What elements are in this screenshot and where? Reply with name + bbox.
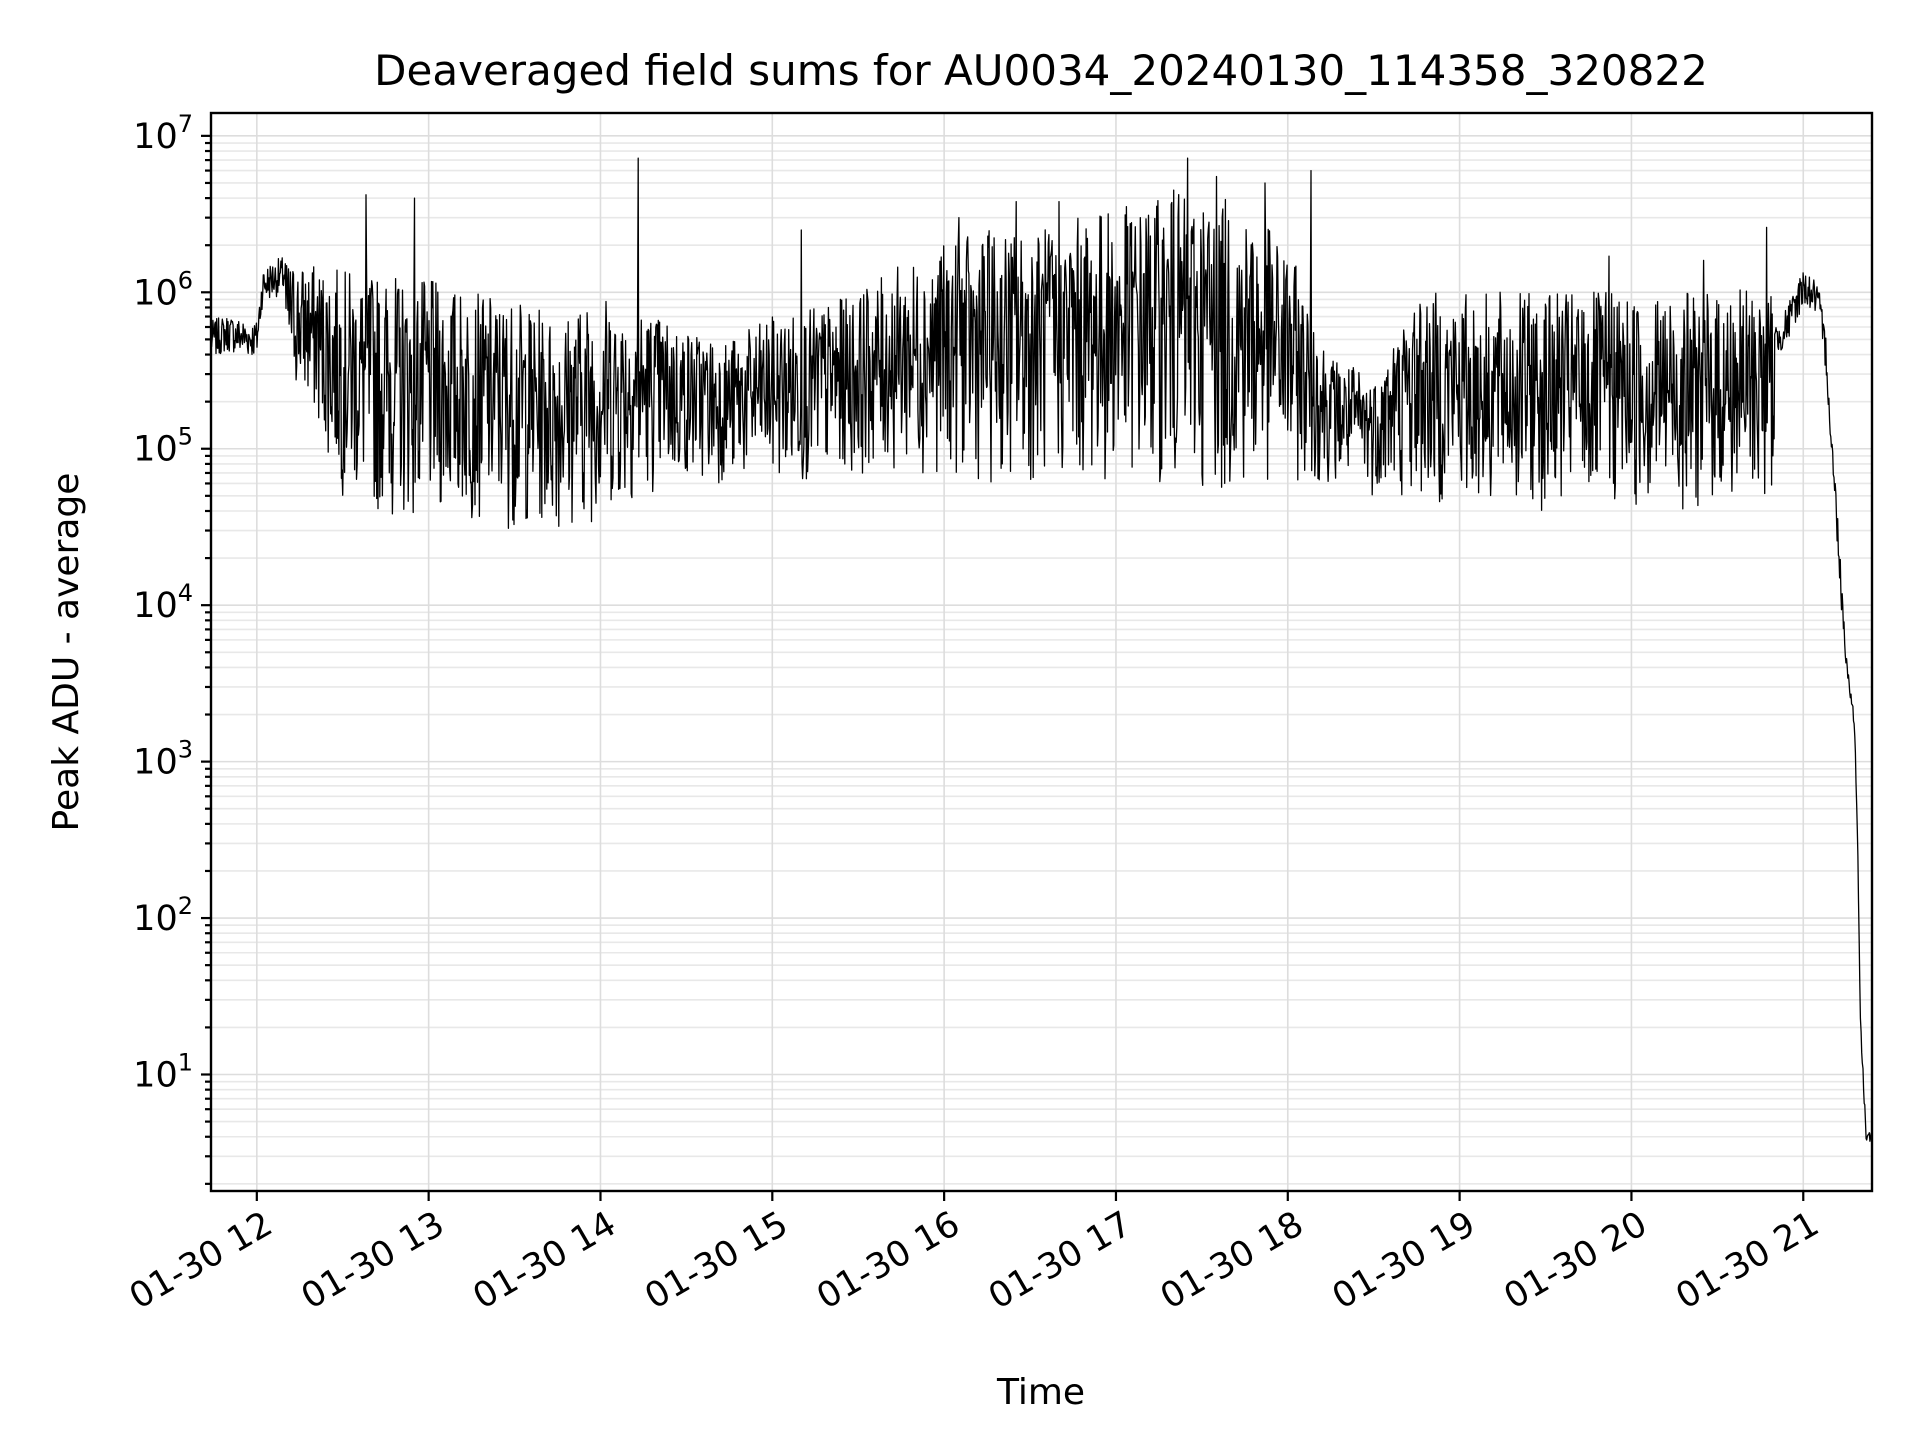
x-axis-label: Time <box>996 1372 1085 1413</box>
x-tick-label: 01-30 13 <box>295 1204 451 1317</box>
x-tick-label: 01-30 17 <box>982 1204 1138 1317</box>
y-tick-label: 106 <box>133 266 193 313</box>
x-tick-label: 01-30 18 <box>1154 1204 1310 1317</box>
y-axis-label: Peak ADU - average <box>46 473 87 832</box>
x-tick-label: 01-30 15 <box>639 1204 795 1317</box>
y-tick-label: 102 <box>133 892 193 939</box>
series-layer <box>210 157 1873 1143</box>
x-tick-label: 01-30 21 <box>1669 1204 1825 1317</box>
y-tick-label: 101 <box>133 1048 193 1095</box>
y-tick-label: 105 <box>133 423 193 470</box>
grid-layer <box>211 113 1872 1191</box>
y-tick-label: 103 <box>133 736 193 783</box>
x-tick-label: 01-30 20 <box>1498 1204 1654 1317</box>
series-line <box>210 157 1873 1143</box>
chart-title: Deaveraged field sums for AU0034_2024013… <box>374 46 1708 95</box>
y-tick-label: 107 <box>133 110 193 157</box>
x-tick-label: 01-30 19 <box>1326 1204 1482 1317</box>
x-tick-label: 01-30 12 <box>123 1204 279 1317</box>
x-tick-label: 01-30 14 <box>467 1204 623 1317</box>
y-tick-label: 104 <box>133 579 193 626</box>
x-tick-label: 01-30 16 <box>810 1204 966 1317</box>
